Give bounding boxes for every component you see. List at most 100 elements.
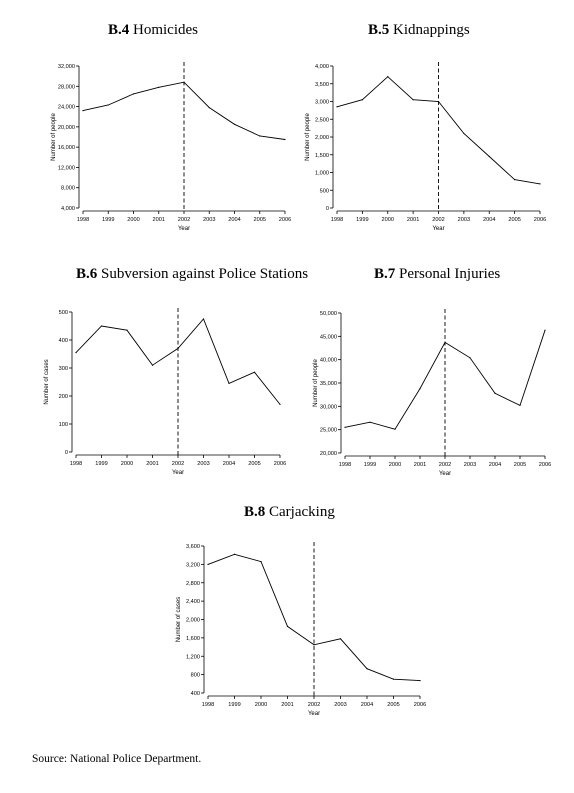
chart-title-number: B.8	[244, 504, 266, 520]
data-point	[82, 110, 84, 112]
data-point	[519, 404, 521, 406]
x-tick-label: 2006	[539, 462, 551, 468]
x-tick-label: 2002	[178, 217, 190, 223]
y-tick-label: 2,000	[186, 618, 200, 624]
y-tick-label: 3,500	[315, 82, 329, 88]
x-tick-label: 2001	[414, 462, 426, 468]
x-tick-label: 1999	[228, 702, 240, 708]
x-tick-label: 1999	[356, 217, 368, 223]
line-chart-b8: 400 800 1,200 1,600 2,000 2,400 2,800 3,200 3,60…	[176, 542, 426, 717]
data-point	[344, 426, 346, 428]
chart-title-text: Homicides	[133, 22, 199, 38]
y-tick-label: 100	[59, 422, 68, 428]
data-point	[228, 382, 230, 384]
x-tick-label: 2001	[153, 217, 165, 223]
y-tick-label: 30,000	[320, 404, 337, 410]
chart-title-text: Personal Injuries	[399, 266, 501, 282]
y-tick-label: 2,800	[186, 581, 200, 587]
x-tick-label: 2005	[254, 217, 266, 223]
y-tick-label: 8,000	[61, 186, 75, 192]
x-tick-label: 2003	[334, 702, 346, 708]
chart-title-text: Subversion against Police Stations	[101, 266, 309, 282]
y-tick-label: 1,500	[315, 153, 329, 159]
chart-title-number: B.5	[368, 22, 390, 38]
y-tick-label: 35,000	[320, 381, 337, 387]
x-tick-label: 1999	[102, 217, 114, 223]
x-tick-label: 2002	[439, 462, 451, 468]
data-point	[394, 428, 396, 430]
x-tick-label: 1998	[331, 217, 343, 223]
data-point	[259, 135, 261, 137]
y-axis-label: Number of cases	[176, 597, 182, 642]
data-point	[132, 93, 135, 95]
y-tick-label: 4,000	[315, 64, 329, 70]
y-tick-label: 300	[59, 366, 68, 372]
x-tick-label: 2004	[223, 461, 235, 467]
y-axis-label: Number of people	[305, 112, 311, 160]
y-tick-label: 1,000	[315, 171, 329, 177]
line-chart-b4: 4,000 8,000 12,000 16,000 20,000 24,000 28,000…	[51, 62, 291, 232]
chart-title-text: Carjacking	[269, 504, 335, 520]
line-chart-b5: 0 500 1,000 1,500 2,000 2,500 3,000 3,500 4,000 1…	[305, 62, 546, 232]
y-tick-label: 400	[191, 691, 200, 697]
x-tick-label: 2002	[432, 217, 444, 223]
data-point	[75, 352, 77, 354]
x-tick-label: 2001	[281, 702, 293, 708]
data-point	[419, 679, 421, 682]
x-axis-label: Year	[439, 471, 451, 477]
x-tick-label: 1998	[70, 461, 82, 467]
x-tick-label: 2006	[414, 702, 426, 708]
data-point	[313, 644, 315, 646]
source-note: Source: National Police Department.	[32, 753, 202, 765]
chart-title-b4: B.4 Homicides	[108, 22, 198, 39]
y-tick-label: 3,000	[315, 100, 329, 106]
x-tick-label: 2000	[389, 462, 401, 468]
x-tick-label: 2001	[407, 217, 419, 223]
chart-title-b6: B.6 Subversion against Police Stations	[76, 266, 308, 283]
data-point	[444, 341, 446, 343]
chart-title-text: Kidnappings	[393, 22, 470, 38]
x-axis-label: Year	[308, 711, 320, 717]
x-tick-label: 1998	[202, 702, 214, 708]
y-tick-label: 25,000	[320, 428, 337, 434]
data-point	[284, 138, 286, 141]
x-tick-label: 2000	[382, 217, 394, 223]
x-tick-label: 2003	[203, 217, 215, 223]
chart-title-b7: B.7 Personal Injuries	[374, 266, 500, 283]
data-point	[336, 106, 338, 108]
y-tick-label: 2,400	[186, 599, 200, 605]
x-tick-label: 2005	[387, 702, 399, 708]
data-point	[339, 638, 342, 640]
x-tick-label: 1998	[77, 217, 89, 223]
x-tick-label: 2002	[172, 461, 184, 467]
data-point	[463, 132, 465, 135]
x-tick-label: 1999	[364, 462, 376, 468]
data-point	[544, 329, 546, 331]
y-tick-label: 1,200	[186, 654, 200, 660]
x-tick-label: 2004	[489, 462, 501, 468]
y-tick-label: 1,600	[186, 636, 200, 642]
y-tick-label: 3,200	[186, 562, 200, 568]
data-point	[488, 155, 490, 158]
x-tick-label: 2004	[361, 702, 373, 708]
data-point	[253, 371, 256, 373]
x-axis-label: Year	[432, 226, 444, 232]
y-tick-label: 2,000	[315, 135, 329, 141]
x-tick-label: 2000	[127, 217, 139, 223]
data-point	[412, 99, 414, 101]
y-tick-label: 4,000	[61, 206, 75, 212]
x-axis-label: Year	[178, 226, 190, 232]
chart-title-b5: B.5 Kidnappings	[368, 22, 470, 39]
y-tick-label: 40,000	[320, 358, 337, 364]
x-tick-label: 2006	[279, 217, 291, 223]
data-point	[286, 625, 289, 627]
data-point	[387, 76, 389, 78]
x-tick-label: 2005	[514, 462, 526, 468]
data-point	[514, 179, 516, 181]
x-tick-label: 1998	[339, 462, 351, 468]
data-point	[207, 563, 209, 565]
data-point	[369, 421, 371, 423]
y-tick-label: 50,000	[320, 311, 337, 317]
y-tick-label: 24,000	[58, 105, 75, 111]
x-tick-label: 2006	[534, 217, 546, 223]
